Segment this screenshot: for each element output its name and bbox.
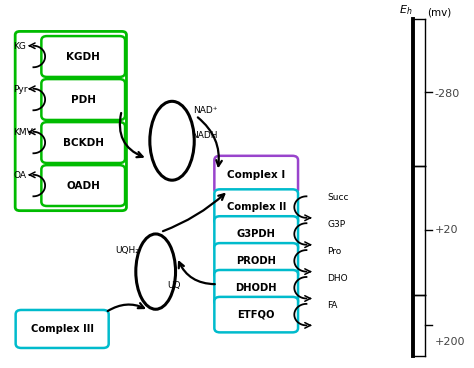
FancyBboxPatch shape <box>16 310 109 348</box>
Text: KMV: KMV <box>13 128 33 137</box>
Text: PDH: PDH <box>71 95 96 105</box>
Text: Pro: Pro <box>328 247 342 256</box>
FancyBboxPatch shape <box>214 156 298 194</box>
FancyBboxPatch shape <box>214 297 298 332</box>
Text: NADH: NADH <box>191 131 217 140</box>
Text: +20: +20 <box>435 225 458 236</box>
Text: G3PDH: G3PDH <box>237 229 276 239</box>
Text: (mv): (mv) <box>427 7 451 17</box>
Text: BCKDH: BCKDH <box>63 138 104 148</box>
Text: UQH₂: UQH₂ <box>116 245 139 255</box>
Text: KGDH: KGDH <box>66 52 100 61</box>
Text: Succ: Succ <box>328 193 349 202</box>
Text: DHO: DHO <box>328 274 348 283</box>
FancyBboxPatch shape <box>41 122 125 163</box>
Ellipse shape <box>136 234 175 309</box>
Text: +200: +200 <box>435 336 465 347</box>
Text: -280: -280 <box>435 89 460 99</box>
Text: Complex III: Complex III <box>31 324 94 334</box>
Text: PRODH: PRODH <box>236 256 276 266</box>
FancyBboxPatch shape <box>41 36 125 77</box>
Text: FA: FA <box>328 301 338 310</box>
Text: NAD⁺: NAD⁺ <box>193 106 218 115</box>
FancyBboxPatch shape <box>214 270 298 305</box>
Text: UQ: UQ <box>167 282 181 290</box>
Text: DHODH: DHODH <box>236 283 277 293</box>
Text: Pyr: Pyr <box>13 85 28 94</box>
FancyBboxPatch shape <box>41 165 125 206</box>
Text: $E_h$: $E_h$ <box>399 3 412 17</box>
Text: G3P: G3P <box>328 220 346 229</box>
Text: OADH: OADH <box>66 181 100 191</box>
Text: ETFQO: ETFQO <box>237 309 275 320</box>
Ellipse shape <box>150 101 194 180</box>
FancyBboxPatch shape <box>214 243 298 279</box>
FancyBboxPatch shape <box>214 189 298 225</box>
Text: KG: KG <box>13 42 26 51</box>
Text: OA: OA <box>13 171 27 180</box>
FancyBboxPatch shape <box>41 79 125 120</box>
FancyBboxPatch shape <box>214 216 298 252</box>
Text: Complex II: Complex II <box>227 202 286 212</box>
Text: Complex I: Complex I <box>227 170 285 180</box>
